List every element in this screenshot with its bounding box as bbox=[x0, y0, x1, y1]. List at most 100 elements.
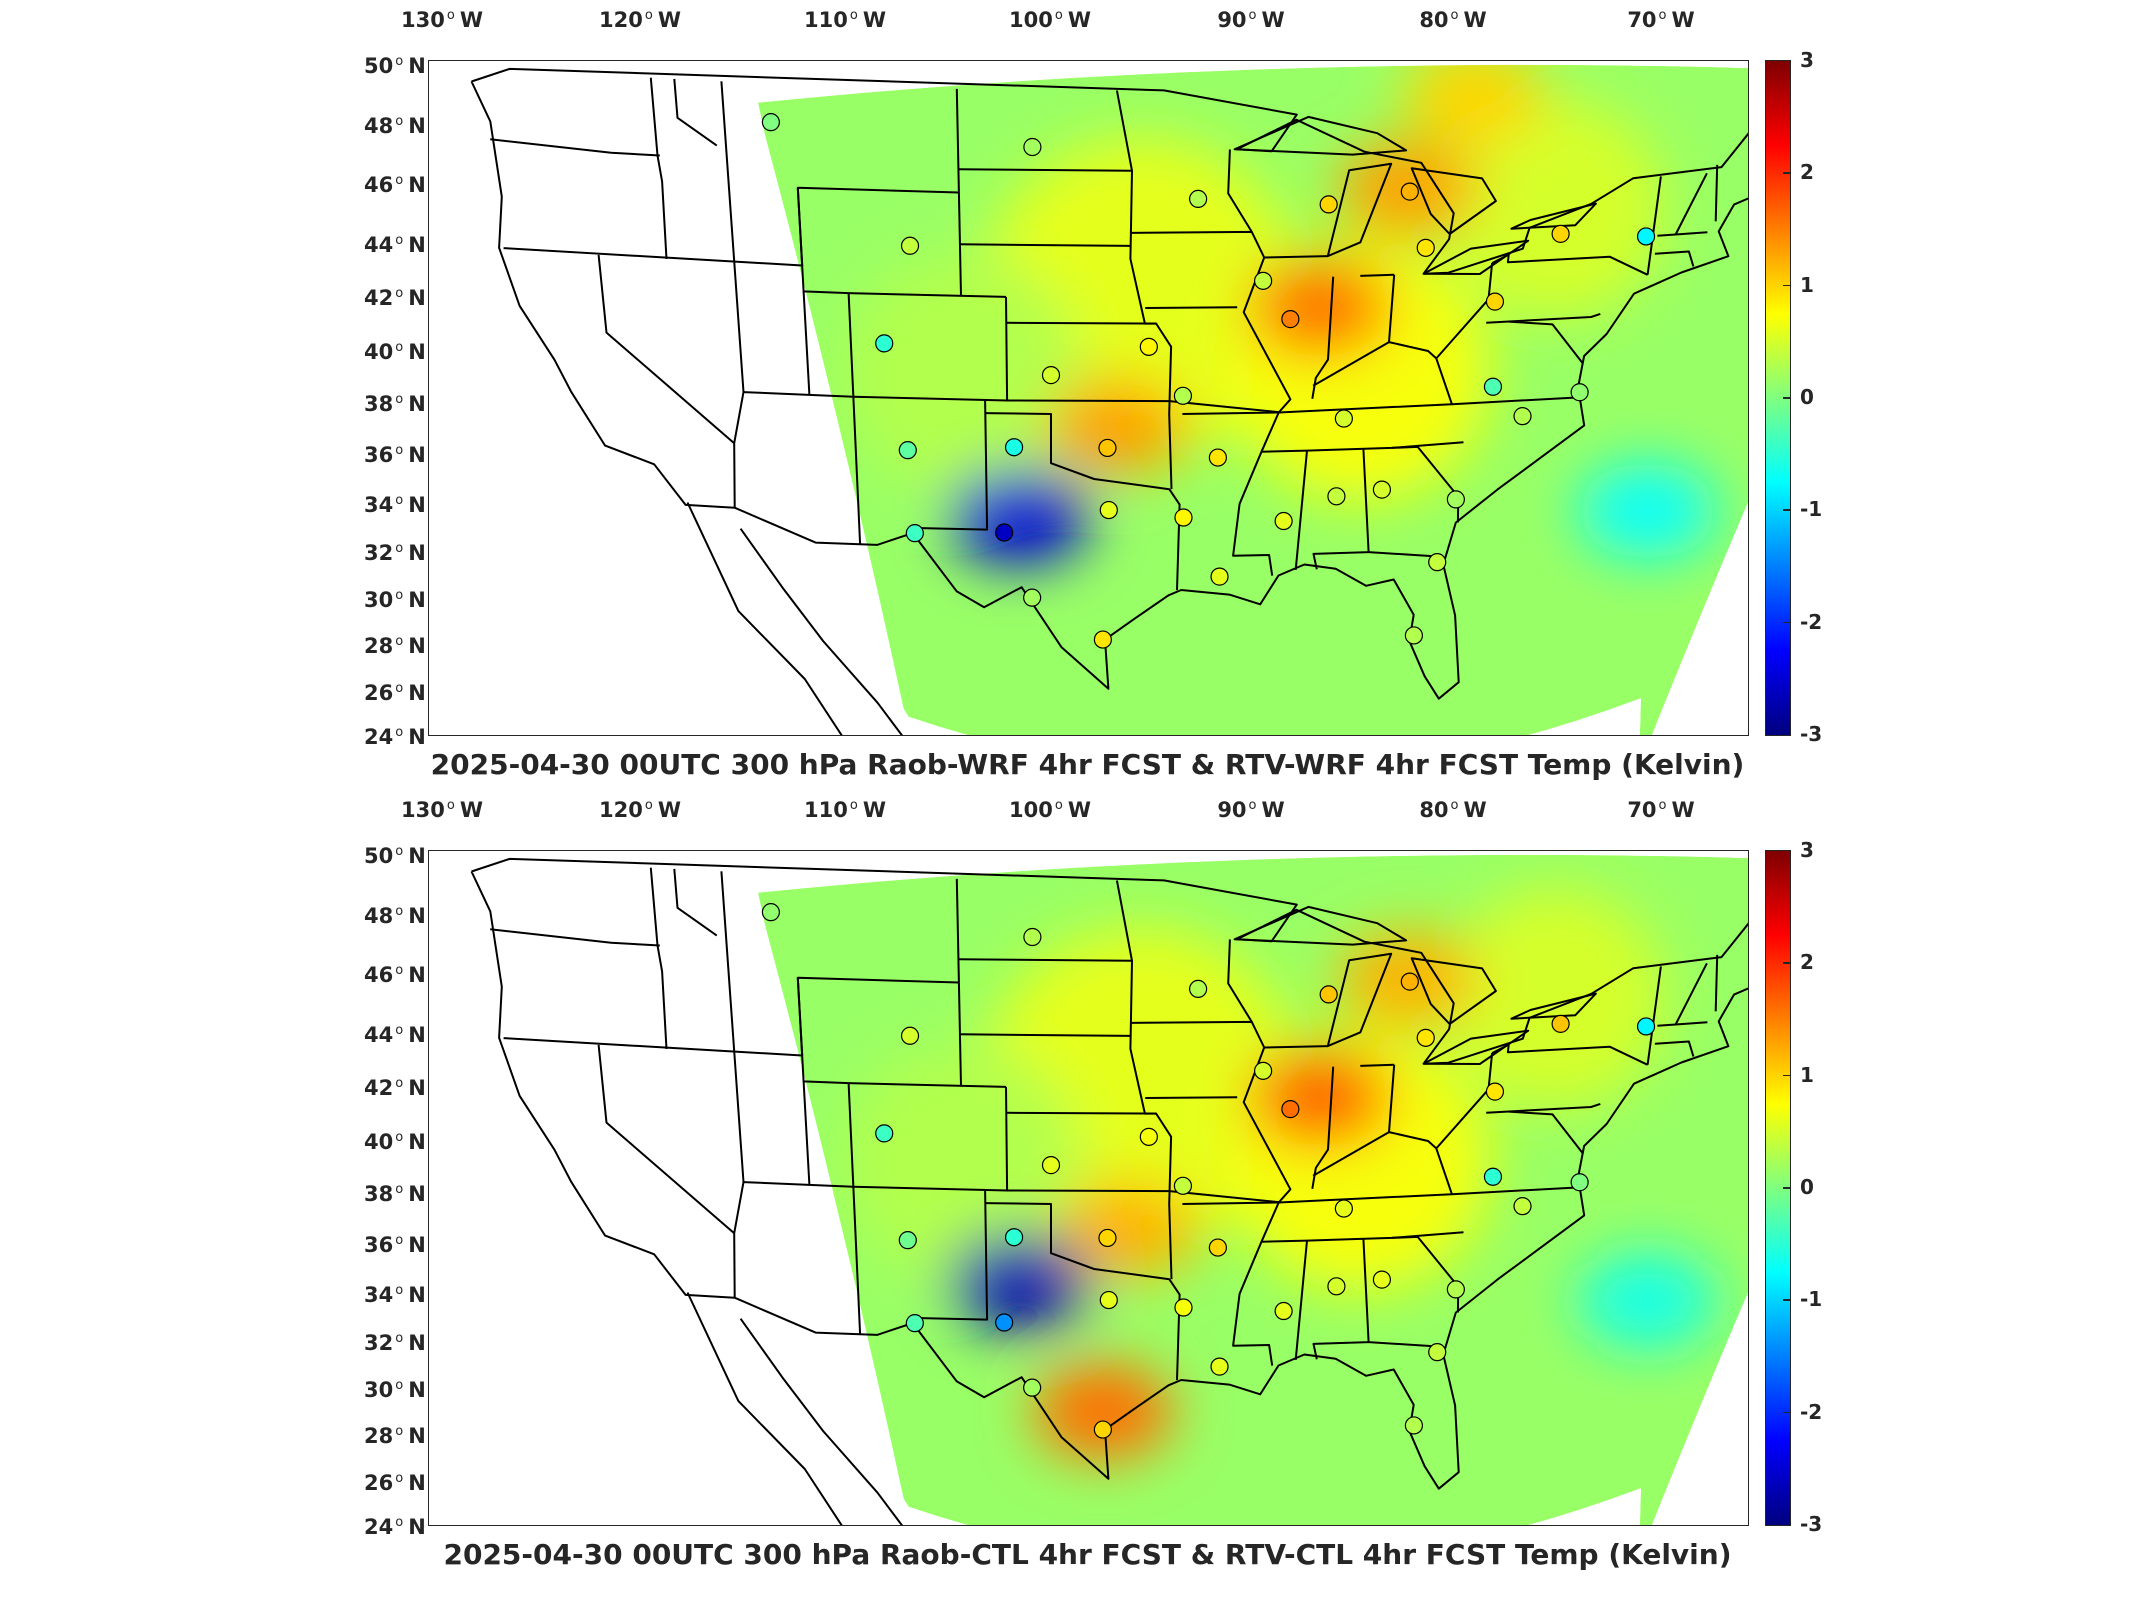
longitude-label: 80 o W bbox=[1419, 8, 1487, 32]
field-anomaly bbox=[1577, 1252, 1718, 1349]
state-border bbox=[910, 1190, 989, 1321]
state-border bbox=[1261, 441, 1464, 453]
latitude-label: 50 o N bbox=[364, 844, 426, 868]
state-border bbox=[649, 77, 668, 260]
latitude-label: 26 o N bbox=[364, 1471, 426, 1495]
raob-station-marker bbox=[1093, 630, 1112, 649]
state-border bbox=[1182, 1186, 1580, 1205]
longitude-label: 130 o W bbox=[401, 798, 483, 822]
state-border bbox=[739, 528, 903, 735]
panel-title: 2025-04-30 00UTC 300 hPa Raob-WRF 4hr FC… bbox=[430, 748, 1745, 781]
state-border bbox=[686, 502, 843, 735]
raob-station-marker bbox=[1274, 1301, 1293, 1321]
state-border bbox=[1388, 1053, 1494, 1150]
state-border bbox=[649, 867, 668, 1050]
colorbar-tick-mark bbox=[1783, 621, 1790, 624]
lake-outline bbox=[1233, 905, 1408, 946]
raob-station-marker bbox=[1098, 438, 1117, 458]
latitude-label: 44 o N bbox=[364, 233, 426, 257]
state-border bbox=[1005, 1086, 1009, 1191]
state-border bbox=[958, 958, 1133, 962]
raob-station-marker bbox=[1274, 511, 1293, 531]
raob-station-marker bbox=[1098, 1228, 1117, 1248]
colorbar-tick-label: 3 bbox=[1800, 838, 1814, 862]
raob-station-marker bbox=[1023, 588, 1042, 607]
latitude-label: 30 o N bbox=[364, 588, 426, 612]
colorbar-tick-mark bbox=[1783, 172, 1790, 174]
colorbar-tick-label: 1 bbox=[1800, 1062, 1814, 1087]
raob-station-marker bbox=[995, 1313, 1014, 1332]
colorbar-tick-label: 0 bbox=[1800, 385, 1814, 409]
lake-outline bbox=[1410, 167, 1497, 235]
colorbar-tick-label: 0 bbox=[1800, 1175, 1814, 1199]
raob-station-marker bbox=[1570, 383, 1589, 402]
latitude-label: 28 o N bbox=[364, 634, 426, 658]
state-border bbox=[958, 168, 1133, 172]
longitude-label: 70 o W bbox=[1627, 798, 1695, 822]
raob-station-marker bbox=[1189, 979, 1208, 999]
raob-station-marker bbox=[1210, 1357, 1229, 1376]
field-anomaly bbox=[948, 1233, 1089, 1330]
latitude-label: 42 o N bbox=[364, 1076, 426, 1100]
latitude-label: 32 o N bbox=[364, 541, 426, 565]
raob-station-marker bbox=[1400, 182, 1419, 201]
colorbar-tick-label: -2 bbox=[1800, 1399, 1823, 1424]
raob-station-marker bbox=[1004, 438, 1024, 457]
state-border bbox=[1227, 149, 1253, 233]
state-border bbox=[1311, 1066, 1335, 1189]
raob-station-marker bbox=[1334, 1199, 1353, 1218]
raob-station-marker bbox=[900, 1026, 920, 1045]
state-border bbox=[1182, 396, 1580, 415]
raob-station-marker bbox=[1281, 310, 1300, 329]
raob-station-marker bbox=[1210, 567, 1229, 586]
raob-station-marker bbox=[1485, 292, 1505, 311]
state-border bbox=[1227, 939, 1253, 1023]
raob-station-marker bbox=[1570, 1173, 1589, 1192]
state-border bbox=[490, 928, 660, 947]
raob-station-marker bbox=[1023, 1378, 1042, 1397]
longitude-label: 100 o W bbox=[1009, 798, 1091, 822]
map-canvas bbox=[470, 854, 1748, 1525]
latitude-label: 48 o N bbox=[364, 904, 426, 928]
raob-station-marker bbox=[1023, 927, 1042, 947]
state-border bbox=[686, 1292, 843, 1525]
raob-station-marker bbox=[1004, 1228, 1024, 1247]
raob-station-marker bbox=[1189, 189, 1208, 209]
raob-station-marker bbox=[1023, 137, 1042, 157]
state-border bbox=[847, 1083, 862, 1335]
longitude-label: 90 o W bbox=[1217, 798, 1285, 822]
raob-station-marker bbox=[1334, 409, 1353, 428]
state-border bbox=[985, 412, 1181, 591]
raob-station-marker bbox=[1174, 508, 1193, 527]
raob-station-marker bbox=[1428, 553, 1447, 572]
colorbar-tick-label: 2 bbox=[1800, 160, 1814, 185]
colorbar-tick-mark bbox=[1783, 1299, 1790, 1301]
raob-station-marker bbox=[1319, 985, 1338, 1004]
latitude-label: 32 o N bbox=[364, 1331, 426, 1355]
raob-station-marker bbox=[1254, 271, 1273, 290]
state-border bbox=[673, 868, 718, 937]
latitude-label: 28 o N bbox=[364, 1424, 426, 1448]
raob-station-marker bbox=[1327, 1277, 1346, 1296]
state-border bbox=[796, 977, 1007, 1088]
raob-station-marker bbox=[1513, 1197, 1532, 1216]
raob-station-marker bbox=[898, 441, 917, 460]
longitude-label: 100 o W bbox=[1009, 8, 1091, 32]
latitude-label: 42 o N bbox=[364, 286, 426, 310]
raob-station-marker bbox=[1254, 1061, 1273, 1080]
colorbar-tick-label: 1 bbox=[1800, 272, 1814, 297]
raob-station-marker bbox=[900, 236, 920, 255]
raob-station-marker bbox=[905, 1314, 924, 1333]
raob-station-marker bbox=[1093, 1420, 1112, 1439]
map-canvas bbox=[470, 64, 1748, 735]
state-border bbox=[1006, 321, 1157, 325]
state-border bbox=[1391, 445, 1460, 523]
colorbar-tick-label: -3 bbox=[1800, 1512, 1823, 1536]
raob-station-marker bbox=[1372, 1270, 1392, 1289]
raob-station-marker bbox=[1174, 1298, 1193, 1317]
colorbar-tick-label: 3 bbox=[1800, 48, 1814, 72]
lake-outline bbox=[1233, 115, 1408, 156]
raob-station-marker bbox=[1446, 490, 1465, 509]
latitude-label: 24 o N bbox=[364, 725, 426, 749]
state-border bbox=[597, 1044, 735, 1234]
